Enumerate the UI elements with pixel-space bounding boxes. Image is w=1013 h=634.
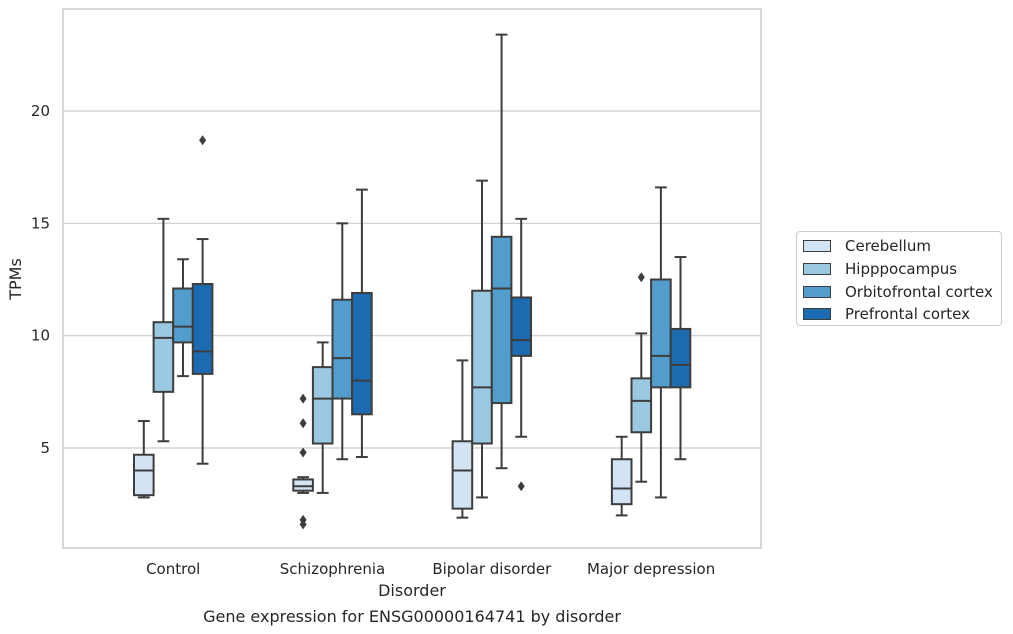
legend-swatch: [803, 263, 831, 276]
box-iqr: [172, 287, 194, 344]
x-tick-label: Control: [146, 560, 200, 578]
legend-swatch: [803, 285, 831, 298]
y-tick-labels: 5 10 15 20: [31, 102, 50, 457]
box-iqr: [451, 440, 474, 510]
plot-frame: [62, 8, 762, 549]
box-iqr: [630, 377, 653, 434]
x-axis-title: Disorder: [378, 581, 446, 600]
outlier-point: [637, 272, 645, 283]
outlier-point: [299, 447, 307, 458]
box-iqr: [133, 453, 155, 497]
legend-item-hipppocampus: Hipppocampus: [803, 258, 993, 281]
outlier-point: [299, 514, 307, 525]
legend-swatch: [803, 240, 831, 253]
box-iqr: [351, 291, 373, 416]
box-iqr: [490, 235, 513, 405]
y-tick-label: 20: [31, 102, 50, 120]
legend-item-prefrontal-cortex: Prefrontal cortex: [803, 303, 993, 326]
y-tick-label: 5: [40, 439, 50, 457]
box-iqr: [510, 296, 532, 357]
legend-label: Orbitofrontal cortex: [845, 282, 993, 301]
box-iqr: [152, 321, 175, 393]
y-axis-title: TPMs: [6, 258, 25, 301]
box-iqr: [311, 366, 334, 445]
legend-item-orbitofrontal-cortex: Orbitofrontal cortex: [803, 280, 993, 303]
legend-label: Cerebellum: [845, 237, 931, 256]
chart-title: Gene expression for ENSG00000164741 by d…: [203, 607, 621, 626]
y-tick-label: 15: [31, 214, 50, 232]
x-tick-label: Major depression: [587, 560, 715, 578]
box-iqr: [471, 289, 493, 445]
x-tick-label: Bipolar disorder: [432, 560, 552, 578]
outlier-point: [299, 418, 307, 429]
box-iqr: [610, 458, 633, 506]
x-tick-labels: Control Schizophrenia Bipolar disorder Majo…: [146, 560, 715, 578]
box-iqr: [191, 282, 214, 375]
box-iqr: [650, 278, 672, 389]
outlier-point: [199, 135, 207, 146]
box-iqr: [292, 478, 314, 492]
legend-swatch: [803, 308, 831, 321]
x-tick-label: Schizophrenia: [280, 560, 385, 578]
box-series: [133, 33, 692, 530]
outlier-point: [517, 481, 525, 492]
legend: Cerebellum Hipppocampus Orbitofrontal co…: [796, 231, 1002, 326]
legend-item-cerebellum: Cerebellum: [803, 235, 993, 258]
legend-label: Hipppocampus: [845, 260, 958, 279]
legend-label: Prefrontal cortex: [845, 305, 970, 324]
y-tick-label: 10: [31, 327, 50, 345]
box-iqr: [331, 298, 354, 400]
outlier-point: [299, 393, 307, 404]
box-iqr: [669, 327, 692, 389]
